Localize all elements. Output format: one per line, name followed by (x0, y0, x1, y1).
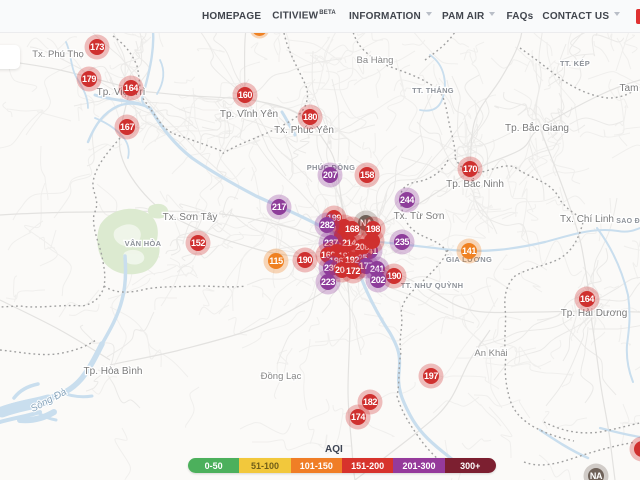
svg-text:VÂN HÒA: VÂN HÒA (125, 239, 162, 248)
svg-text:Tx. Chí Linh: Tx. Chí Linh (560, 214, 614, 225)
svg-text:Tp. Vĩnh Yên: Tp. Vĩnh Yên (220, 109, 278, 120)
svg-text:Đồng Lạc: Đồng Lạc (261, 371, 302, 382)
svg-text:TT. NHƯ QUỲNH: TT. NHƯ QUỲNH (401, 281, 464, 290)
svg-text:TT. THẮNG: TT. THẮNG (412, 86, 454, 95)
svg-text:TT. KÉP: TT. KÉP (560, 59, 590, 68)
svg-text:Tp. Bắc Ninh: Tp. Bắc Ninh (446, 177, 504, 190)
svg-text:Ba Hàng: Ba Hàng (357, 55, 394, 66)
svg-text:Tx. Từ Sơn: Tx. Từ Sơn (394, 211, 445, 222)
svg-text:Tp. Hòa Bình: Tp. Hòa Bình (84, 366, 143, 377)
svg-text:Tp. Hải Dương: Tp. Hải Dương (561, 308, 628, 319)
svg-text:GIA LƯƠNG: GIA LƯƠNG (446, 255, 492, 264)
svg-text:Tx. Phúc Yên: Tx. Phúc Yên (274, 125, 334, 136)
svg-text:Tam Đ: Tam Đ (620, 83, 640, 94)
svg-text:SAO ĐỎ: SAO ĐỎ (616, 216, 640, 225)
svg-text:Tp. Bắc Giang: Tp. Bắc Giang (505, 121, 569, 134)
svg-text:Tx. Sơn Tây: Tx. Sơn Tây (163, 212, 218, 223)
svg-text:An Khải: An Khải (474, 348, 507, 359)
svg-text:Tx. Phú Thọ: Tx. Phú Thọ (32, 49, 84, 60)
